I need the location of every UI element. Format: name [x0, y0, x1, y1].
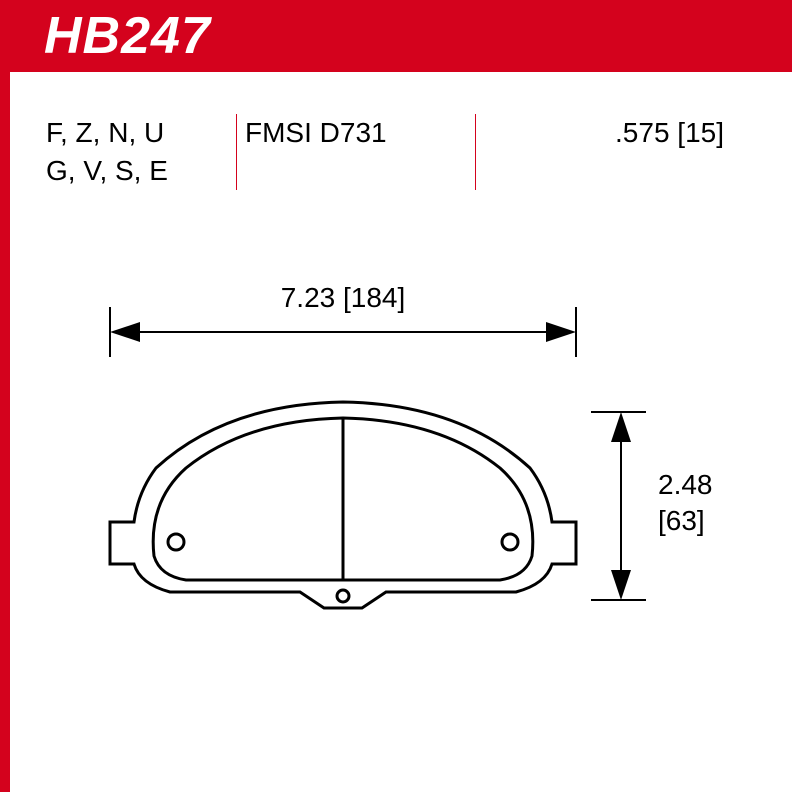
height-dim-label-2: [63]	[658, 505, 705, 536]
spec-divider-1	[236, 114, 237, 190]
width-dim-label: 7.23 [184]	[281, 282, 406, 313]
spec-compounds: F, Z, N, U G, V, S, E	[46, 114, 236, 192]
header-bar: HB247	[10, 0, 792, 72]
diagram-area: 7.23 [184]	[10, 192, 792, 752]
width-dimension: 7.23 [184]	[110, 282, 576, 357]
spec-thickness: .575 [15]	[484, 114, 756, 192]
specs-row: F, Z, N, U G, V, S, E FMSI D731 .575 [15…	[10, 72, 792, 192]
height-dimension: 2.48 [63]	[591, 412, 713, 600]
compounds-line-1: F, Z, N, U	[46, 114, 236, 152]
brake-pad-shape	[110, 402, 576, 608]
height-dim-label-1: 2.48	[658, 469, 713, 500]
compounds-line-2: G, V, S, E	[46, 152, 236, 190]
page-root: HB247 F, Z, N, U G, V, S, E FMSI D731 .5…	[0, 0, 792, 792]
pad-diagram-svg: 7.23 [184]	[46, 192, 766, 752]
spec-fmsi: FMSI D731	[245, 114, 475, 192]
part-number-title: HB247	[44, 6, 211, 66]
spec-divider-2	[475, 114, 476, 190]
